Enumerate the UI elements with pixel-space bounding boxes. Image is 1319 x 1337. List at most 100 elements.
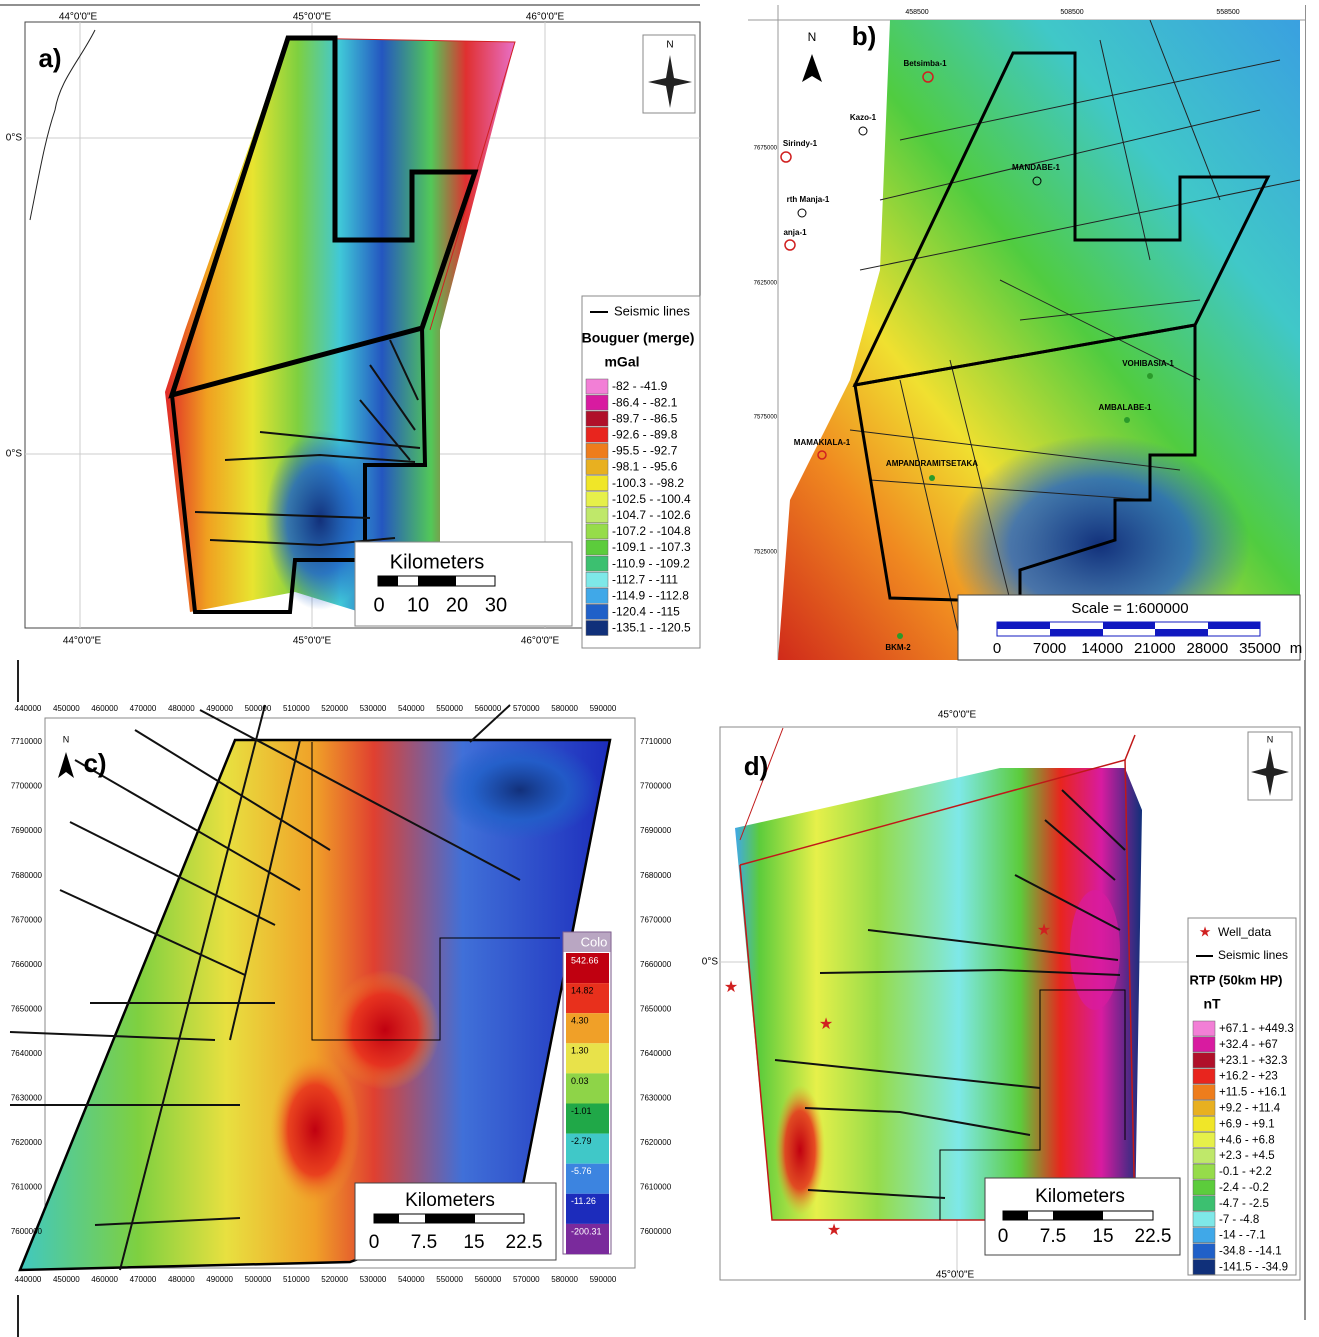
tick-label: 440000 xyxy=(15,1275,42,1284)
panel-label: a) xyxy=(38,43,61,73)
well-label: Kazo-1 xyxy=(850,113,877,122)
legend-swatch xyxy=(1193,1260,1215,1275)
tick-label: 7670000 xyxy=(11,915,43,924)
page: ★★ ★★ ★ a)b)c)d)NNNN44°0'0"E45°0'0"E46°0… xyxy=(0,0,1319,1337)
scale-bar xyxy=(374,1214,524,1223)
panel-label: b) xyxy=(852,21,877,51)
legend-swatch xyxy=(1193,1212,1215,1227)
legend-label: +23.1 - +32.3 xyxy=(1219,1055,1287,1067)
tick-label: 560000 xyxy=(475,704,502,713)
tick-label: 490000 xyxy=(206,704,233,713)
legend-swatch xyxy=(586,476,608,491)
panel-label: c) xyxy=(83,748,106,778)
tick-label: 480000 xyxy=(168,1275,195,1284)
legend-label: +16.2 - +23 xyxy=(1219,1071,1278,1083)
tick-label: 490000 xyxy=(206,1275,233,1284)
tick-label: 450000 xyxy=(53,704,80,713)
tick-label: 510000 xyxy=(283,1275,310,1284)
scale-label: 14000 xyxy=(1081,640,1123,657)
legend-swatch xyxy=(586,379,608,394)
scale-label: 7.5 xyxy=(411,1232,437,1253)
well-label: MANDABE-1 xyxy=(1012,163,1061,172)
scale-bar xyxy=(378,576,495,586)
tick-label: 7600000 xyxy=(640,1227,672,1236)
tick-label: 7640000 xyxy=(640,1049,672,1058)
scale-label: 0 xyxy=(998,1226,1009,1247)
legend-label: -112.7 - -111 xyxy=(612,572,678,586)
legend-label: -107.2 - -104.8 xyxy=(612,524,691,538)
legend-swatch xyxy=(1193,1132,1215,1147)
scale-title: Kilometers xyxy=(405,1190,495,1211)
scale-title: Kilometers xyxy=(390,551,484,573)
legend-swatch xyxy=(586,443,608,458)
tick-label: 540000 xyxy=(398,704,425,713)
svg-text:★: ★ xyxy=(1037,922,1051,939)
tick-label: 590000 xyxy=(590,1275,617,1284)
legend-swatch xyxy=(586,460,608,475)
legend-swatch xyxy=(586,572,608,587)
tick-label: 508500 xyxy=(1060,9,1083,16)
tick-label: 7675000 xyxy=(754,146,778,152)
tick-label: 558500 xyxy=(1216,9,1239,16)
tick-label: 7625000 xyxy=(754,281,778,287)
colorbar-label: 1.30 xyxy=(571,1046,589,1056)
tick-label: 7650000 xyxy=(11,1004,43,1013)
tick-label: 46°0'0"E xyxy=(521,636,560,647)
legend-label: -14 - -7.1 xyxy=(1219,1230,1266,1242)
legend-label: -0.1 - +2.2 xyxy=(1219,1166,1272,1178)
tick-label: 510000 xyxy=(283,704,310,713)
legend-label: -98.1 - -95.6 xyxy=(612,460,678,474)
tick-label: 450000 xyxy=(53,1275,80,1284)
tick-label: 7610000 xyxy=(11,1183,43,1192)
tick-label: 530000 xyxy=(360,704,387,713)
legend-swatch xyxy=(1193,1196,1215,1211)
legend-swatch xyxy=(1193,1228,1215,1243)
legend-swatch xyxy=(586,556,608,571)
colorbar-label: -5.76 xyxy=(571,1166,592,1176)
legend-swatch xyxy=(1193,1116,1215,1131)
tick-label: 45°0'0"E xyxy=(938,710,977,721)
scale-unit: m xyxy=(1290,640,1303,657)
tick-label: 550000 xyxy=(436,1275,463,1284)
tick-label: 7650000 xyxy=(640,1004,672,1013)
tick-label: 7630000 xyxy=(11,1094,43,1103)
well-label: Sirindy-1 xyxy=(783,139,818,148)
legend-swatch xyxy=(1193,1180,1215,1195)
legend-label: Seismic lines xyxy=(614,303,690,318)
panel-label: d) xyxy=(744,751,769,781)
legend-swatch xyxy=(586,411,608,426)
tick-label: 7700000 xyxy=(11,782,43,791)
legend-swatch xyxy=(1193,1021,1215,1036)
tick-label: 7660000 xyxy=(640,960,672,969)
tick-label: 500000 xyxy=(245,704,272,713)
legend-label: -89.7 - -86.5 xyxy=(612,411,678,425)
north-label: N xyxy=(666,40,673,51)
legend-swatch xyxy=(586,540,608,555)
legend-label: -141.5 - -34.9 xyxy=(1219,1262,1288,1274)
tick-label: 7575000 xyxy=(754,415,778,421)
legend-swatch xyxy=(1193,1148,1215,1163)
scale-title: Scale = 1:600000 xyxy=(1071,600,1188,617)
svg-text:★: ★ xyxy=(827,1222,841,1239)
legend-label: -82 - -41.9 xyxy=(612,379,668,393)
scale-bar xyxy=(997,622,1260,636)
scale-label: 30 xyxy=(485,594,507,616)
legend-label: -135.1 - -120.5 xyxy=(612,621,691,635)
tick-label: 7600000 xyxy=(11,1227,43,1236)
scale-label: 28000 xyxy=(1187,640,1229,657)
legend-unit: nT xyxy=(1203,996,1221,1012)
tick-label: 480000 xyxy=(168,704,195,713)
tick-label: 7525000 xyxy=(754,550,778,556)
legend-swatch xyxy=(1193,1164,1215,1179)
tick-label: 7680000 xyxy=(11,871,43,880)
legend-swatch xyxy=(586,395,608,410)
tick-label: 44°0'0"E xyxy=(59,12,98,23)
tick-label: 7700000 xyxy=(640,782,672,791)
well-label: anja-1 xyxy=(783,228,807,237)
tick-label: 7620000 xyxy=(640,1138,672,1147)
legend-swatch xyxy=(1193,1037,1215,1052)
scale-label: 20 xyxy=(446,594,468,616)
tick-label: 440000 xyxy=(15,704,42,713)
colorbar-label: 14.82 xyxy=(571,985,594,995)
colorbar-label: -1.01 xyxy=(571,1106,592,1116)
